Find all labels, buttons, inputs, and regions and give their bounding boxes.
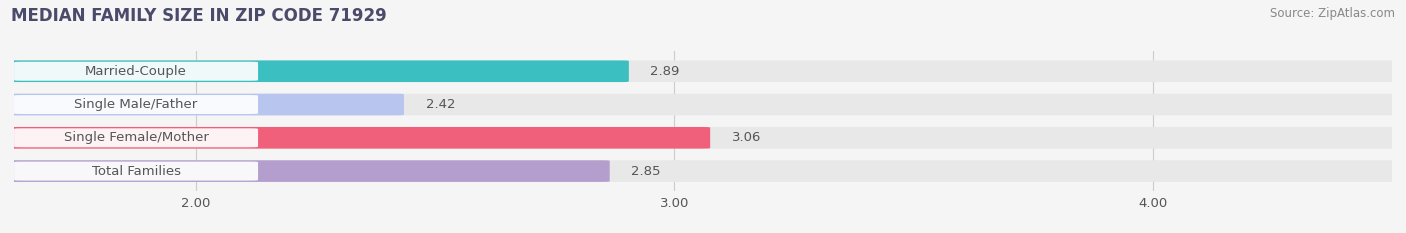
Text: Single Female/Mother: Single Female/Mother	[63, 131, 208, 144]
FancyBboxPatch shape	[14, 62, 259, 81]
FancyBboxPatch shape	[7, 127, 1399, 149]
FancyBboxPatch shape	[7, 94, 1399, 115]
Text: Source: ZipAtlas.com: Source: ZipAtlas.com	[1270, 7, 1395, 20]
Text: Total Families: Total Families	[91, 164, 180, 178]
Text: MEDIAN FAMILY SIZE IN ZIP CODE 71929: MEDIAN FAMILY SIZE IN ZIP CODE 71929	[11, 7, 387, 25]
Text: 2.42: 2.42	[426, 98, 456, 111]
FancyBboxPatch shape	[7, 60, 628, 82]
Text: 2.89: 2.89	[651, 65, 679, 78]
FancyBboxPatch shape	[7, 160, 610, 182]
FancyBboxPatch shape	[7, 127, 710, 149]
FancyBboxPatch shape	[7, 160, 1399, 182]
Text: Married-Couple: Married-Couple	[86, 65, 187, 78]
Text: Single Male/Father: Single Male/Father	[75, 98, 198, 111]
Text: 2.85: 2.85	[631, 164, 661, 178]
FancyBboxPatch shape	[14, 95, 259, 114]
FancyBboxPatch shape	[7, 60, 1399, 82]
FancyBboxPatch shape	[14, 162, 259, 181]
Text: 3.06: 3.06	[731, 131, 761, 144]
FancyBboxPatch shape	[14, 128, 259, 147]
FancyBboxPatch shape	[7, 94, 404, 115]
